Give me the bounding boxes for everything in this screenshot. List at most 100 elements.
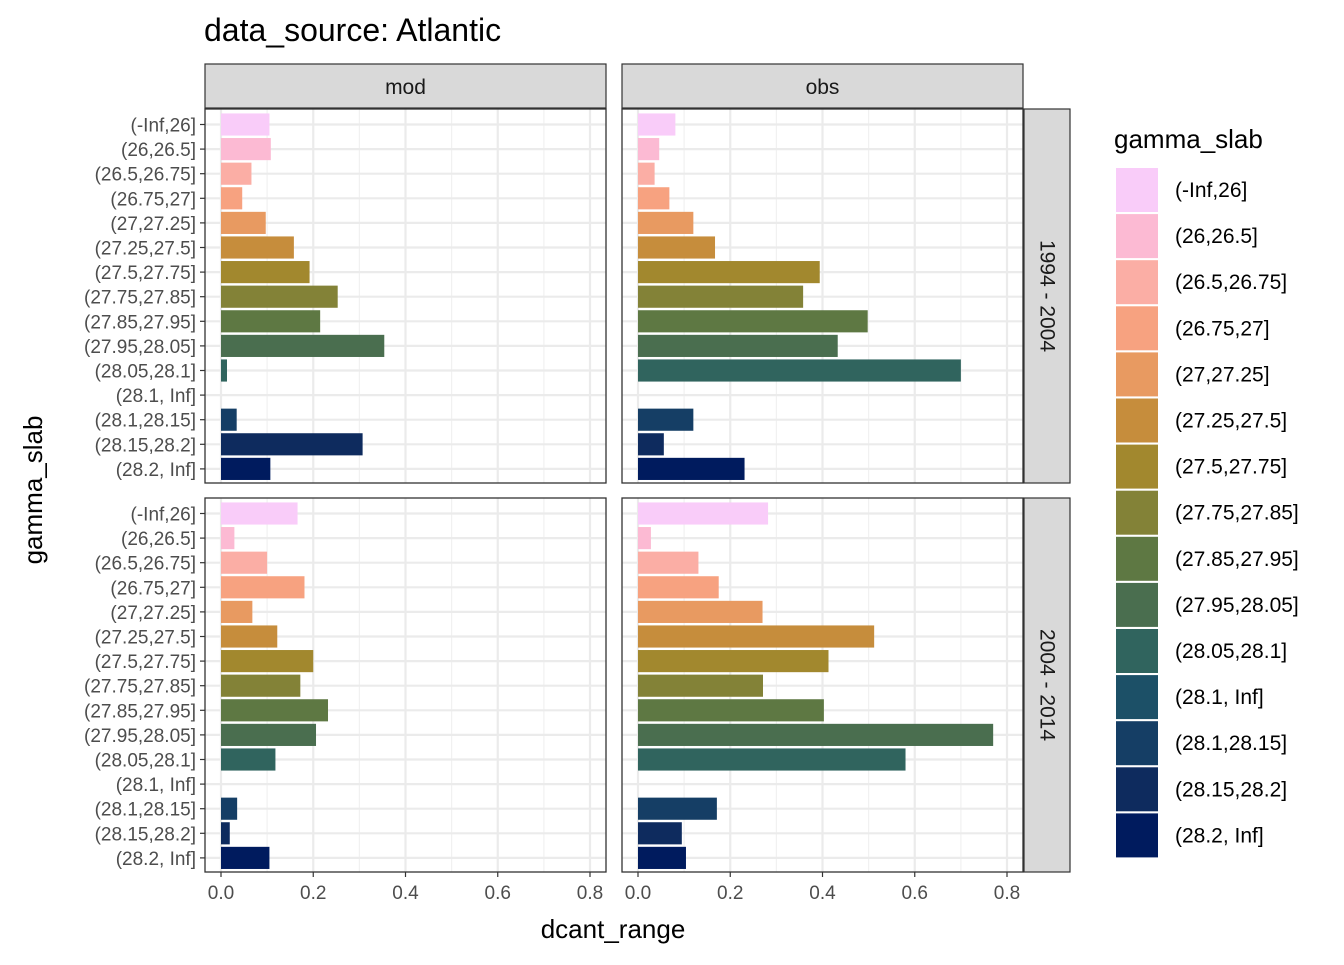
facet-strip-mod: mod (204, 63, 607, 109)
bar (638, 187, 670, 210)
bar (638, 527, 651, 550)
legend-item: (26.5,26.75] (1116, 260, 1287, 305)
facet-row-label: 2004 - 2014 (1036, 629, 1059, 741)
bar (221, 723, 317, 746)
x-tick-label: 0.2 (717, 883, 743, 904)
legend-label: (26.75,27] (1175, 317, 1270, 340)
legend-label: (26,26.5] (1175, 225, 1258, 248)
y-tick-label: (27.85,27.95] (84, 701, 196, 722)
bar (221, 285, 338, 308)
x-tick-label: 0.6 (902, 883, 928, 904)
legend-swatch (1116, 444, 1158, 489)
y-tick-label: (26,26.5] (121, 140, 196, 161)
y-tick-label: (28.1,28.15] (95, 411, 196, 432)
legend-label: (28.1,28.15] (1175, 732, 1287, 755)
y-tick-label: (27.85,27.95] (84, 312, 196, 333)
legend-swatch (1116, 582, 1158, 627)
x-tick-label: 0.4 (392, 883, 419, 904)
bar (221, 625, 278, 648)
legend-label: (27.75,27.85] (1175, 502, 1299, 525)
legend-swatch (1116, 813, 1158, 858)
bar (221, 822, 230, 845)
y-tick-label: (27.95,28.05] (84, 337, 196, 358)
bar (221, 650, 314, 673)
bar (638, 359, 961, 382)
x-tick-label: 0.4 (809, 883, 836, 904)
bar (638, 408, 694, 431)
legend-item: (28.05,28.1] (1116, 629, 1287, 673)
bar (638, 822, 682, 845)
y-tick-label: (-Inf,26] (131, 116, 196, 137)
bar (221, 162, 252, 185)
bar (638, 138, 660, 161)
bar (638, 162, 655, 185)
panel-mod-2: (-Inf,26] (26,26.5] (26.5,26.75] (26.75,27]… (84, 497, 607, 904)
x-tick-label: 0.0 (625, 883, 651, 904)
y-tick-label: (27.75,27.85] (84, 677, 196, 698)
bar (221, 551, 268, 574)
y-tick-label: (27.5,27.75] (95, 263, 196, 284)
bar (221, 408, 237, 431)
legend-label: (27.25,27.5] (1175, 410, 1287, 433)
legend-item: (26,26.5] (1116, 214, 1258, 259)
legend-item: (28.1,28.15] (1116, 721, 1287, 766)
y-tick-label: (28.1,28.15] (95, 800, 196, 821)
bar (221, 674, 301, 697)
y-tick-label: (26.5,26.75] (95, 554, 196, 575)
legend-swatch (1116, 398, 1158, 443)
legend-label: (28.2, Inf] (1175, 824, 1264, 847)
legend-label: (27.95,28.05] (1175, 594, 1299, 617)
legend-item: (27.75,27.85] (1116, 490, 1299, 535)
bar (221, 699, 329, 722)
bar (638, 310, 868, 333)
legend-swatch (1116, 306, 1158, 351)
panels-layer: mod obs 1994 - 2004 2004 - 2014 (-Inf,26] (26… (84, 63, 1071, 904)
legend-swatch (1116, 214, 1158, 259)
facet-strip-label: obs (806, 76, 840, 99)
y-tick-label: (28.05,28.1] (95, 362, 196, 383)
y-tick-label: (26,26.5] (121, 529, 196, 550)
bar (638, 846, 686, 869)
bar (221, 846, 270, 869)
bar (221, 310, 321, 333)
x-tick-label: 0.0 (208, 883, 234, 904)
bar (221, 502, 298, 525)
legend-swatch (1116, 260, 1158, 305)
bar (638, 625, 875, 648)
y-tick-label: (28.15,28.2] (95, 435, 196, 456)
bar (638, 797, 717, 820)
legend-swatch (1116, 721, 1158, 766)
x-axis-title: dcant_range (541, 914, 686, 944)
bar (221, 748, 276, 771)
legend-label: (28.15,28.2] (1175, 778, 1287, 801)
x-tick-label: 0.2 (300, 883, 326, 904)
legend-swatch (1116, 352, 1158, 397)
y-tick-label: (27.75,27.85] (84, 288, 196, 309)
bar (221, 334, 385, 357)
y-tick-label: (27,27.25] (110, 214, 196, 235)
bar (221, 138, 271, 161)
x-tick-label: 0.8 (577, 883, 603, 904)
legend-item: (28.1, Inf] (1116, 675, 1264, 720)
bar (638, 674, 763, 697)
legend-label: (28.05,28.1] (1175, 640, 1287, 663)
y-tick-label: (28.2, Inf] (116, 849, 196, 870)
bar (638, 748, 906, 771)
legend-item: (27,27.25] (1116, 352, 1270, 397)
bar (638, 551, 699, 574)
bar (221, 359, 227, 382)
bar (638, 576, 719, 599)
legend-swatch (1116, 629, 1158, 673)
legend-item: (27.95,28.05] (1116, 582, 1299, 627)
bar (638, 334, 838, 357)
y-tick-label: (26.75,27] (110, 189, 196, 210)
legend: (-Inf,26] (26,26.5] (26.5,26.75] (26.75,27]… (1116, 168, 1299, 858)
legend-label: (27,27.25] (1175, 363, 1270, 386)
y-tick-label: (27.95,28.05] (84, 726, 196, 747)
panel-obs-2: 0.0 0.2 0.4 0.6 0.8 (621, 497, 1024, 904)
bar (638, 113, 676, 136)
y-tick-label: (27.25,27.5] (95, 628, 196, 649)
panel-obs-1 (621, 108, 1024, 484)
